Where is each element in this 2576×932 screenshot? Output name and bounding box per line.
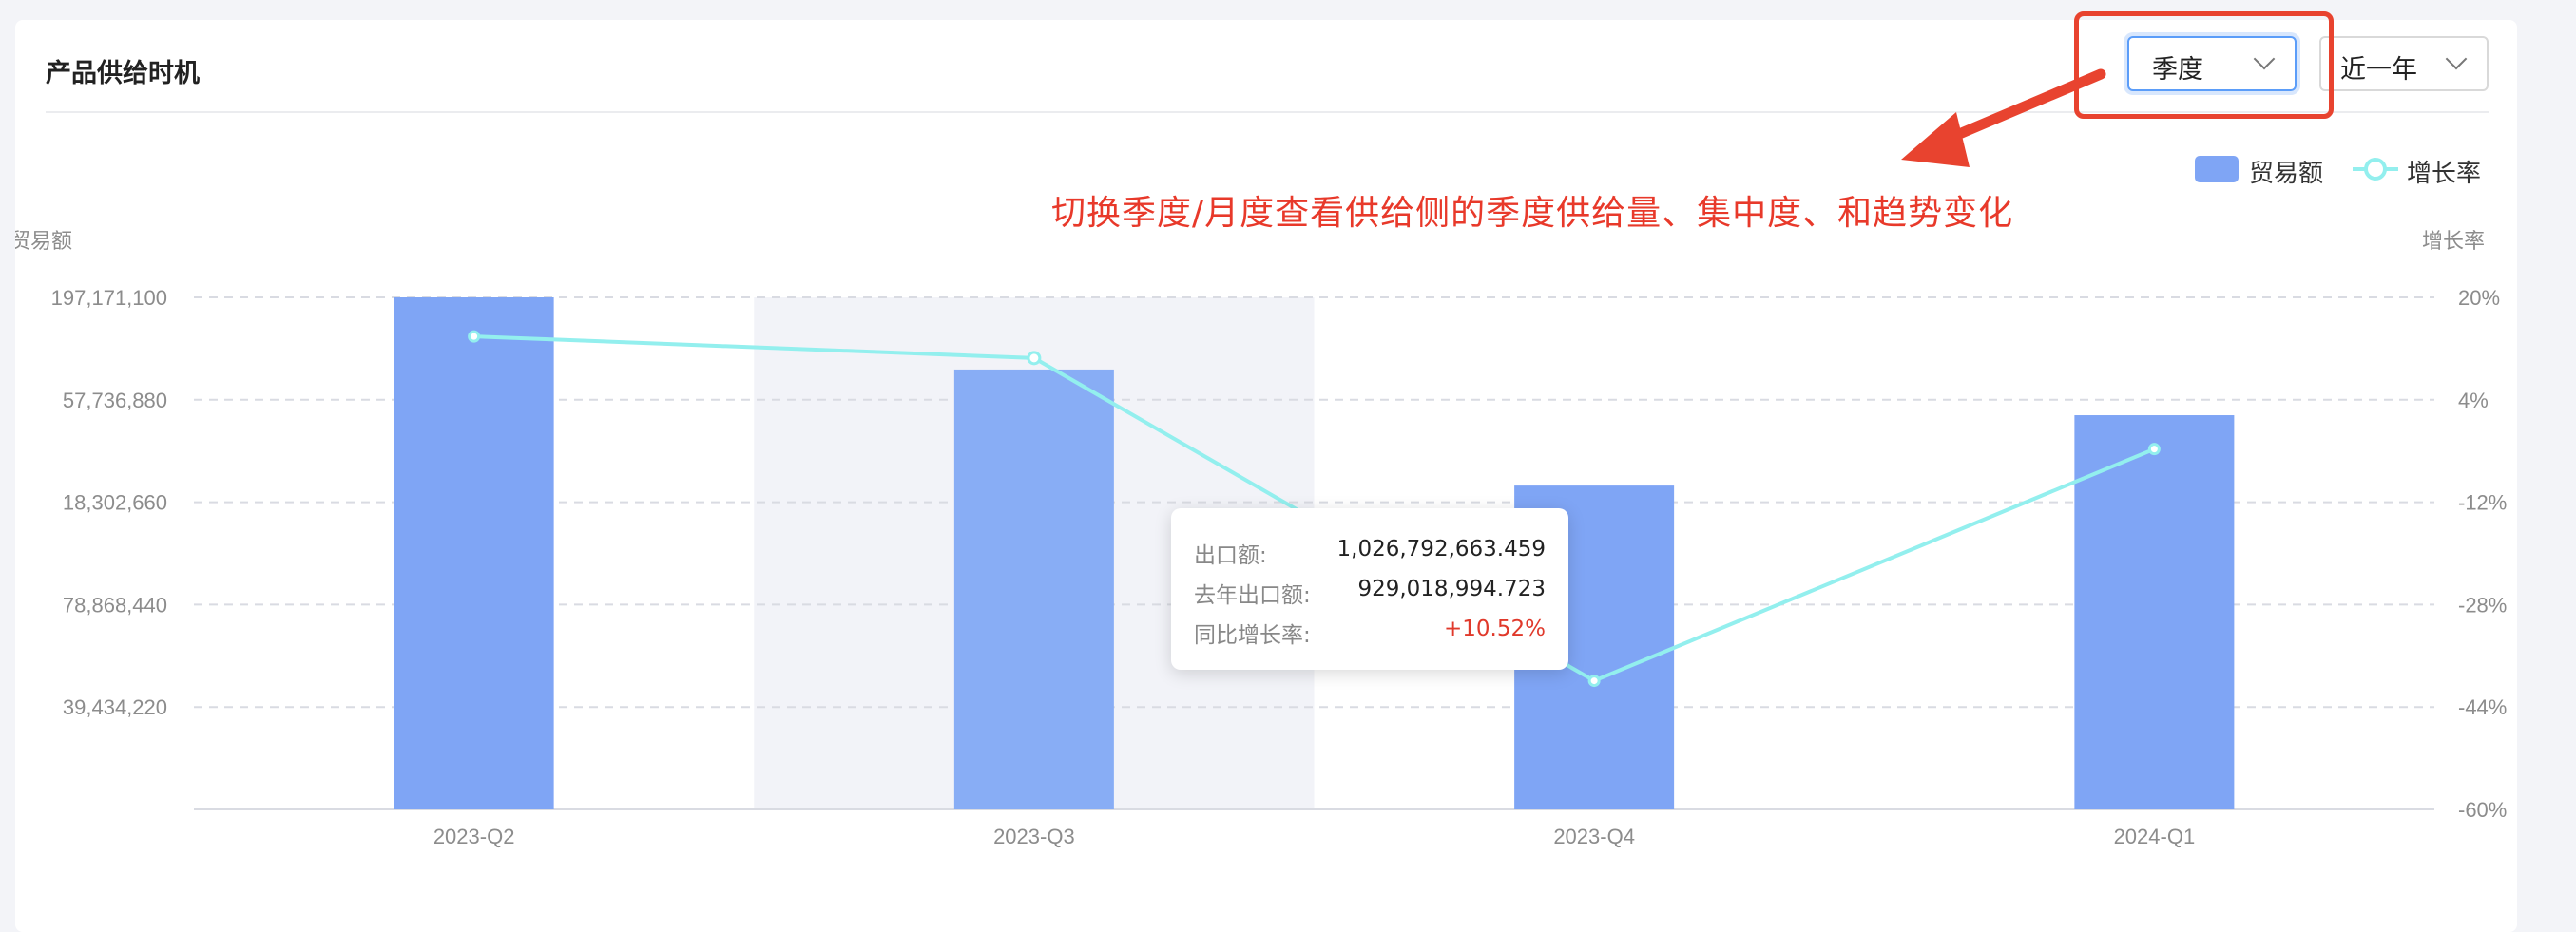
highlight-box [2074,11,2334,119]
line-point-2023-Q3 [1027,351,1042,366]
left-tick-label: 197,171,100 [51,286,167,310]
line-point-2024-Q1 [2147,443,2161,456]
x-tick-label: 2023-Q4 [1553,825,1635,848]
right-tick-label: 20% [2458,286,2500,310]
tooltip-row: 同比增长率: +10.52% [1194,617,1546,649]
line-point-2023-Q2 [468,330,481,343]
x-tick-label: 2023-Q2 [433,825,515,848]
bar-swatch-icon [2195,156,2239,182]
legend-label: 增长率 [2407,160,2482,188]
annotation-text: 切换季度/月度查看供给侧的季度供给量、集中度、和趋势变化 [1051,194,2014,233]
left-tick-label: 18,302,660 [63,491,167,515]
header-divider [46,111,2489,113]
right-axis-title: 增长率 [2422,230,2486,254]
legend-label: 贸易额 [2249,160,2324,188]
left-tick-label: 78,868,440 [63,593,167,617]
granularity-select[interactable]: 季度 [2127,36,2297,91]
bar-2024-Q1 [2074,415,2235,809]
left-axis-title: 贸易额 [15,230,73,254]
right-tick-label: -28% [2458,593,2507,617]
line-point-2023-Q4 [1587,675,1601,688]
bar-2023-Q2 [394,297,554,809]
tooltip-value: 929,018,994.723 [1357,577,1546,601]
left-tick-label: 57,736,880 [63,389,167,412]
tooltip-label: 同比增长率: [1194,623,1311,648]
tooltip-row: 出口额: 1,026,792,663.459 [1194,537,1546,569]
tooltip-value: +10.52% [1444,617,1546,641]
range-select[interactable]: 近一年 [2319,36,2489,91]
combo-chart: 20% 4% -12% -28% -44% -60% 197,171,100 57,736,8… [51,286,2508,848]
right-tick-label: 4% [2458,389,2489,412]
range-value: 近一年 [2340,55,2417,85]
tooltip-label: 去年出口额: [1194,583,1311,608]
right-tick-label: -12% [2458,491,2507,515]
tooltip-value: 1,026,792,663.459 [1336,537,1546,561]
bar-2023-Q3 [953,369,1114,809]
chart-tooltip: 出口额: 1,026,792,663.459 去年出口额: 929,018,99… [1171,508,1568,670]
left-tick-label: 39,434,220 [63,695,167,719]
right-tick-label: -60% [2458,798,2507,822]
right-tick-label: -44% [2458,695,2507,719]
line-marker-icon [2353,158,2398,181]
x-tick-label-highlighted: 2023-Q3 [993,825,1075,848]
card-title: 产品供给时机 [46,59,200,88]
tooltip-row: 去年出口额: 929,018,994.723 [1194,577,1546,609]
x-tick-label: 2024-Q1 [2114,825,2196,848]
tooltip-label: 出口额: [1194,543,1267,568]
granularity-value: 季度 [2152,55,2203,85]
